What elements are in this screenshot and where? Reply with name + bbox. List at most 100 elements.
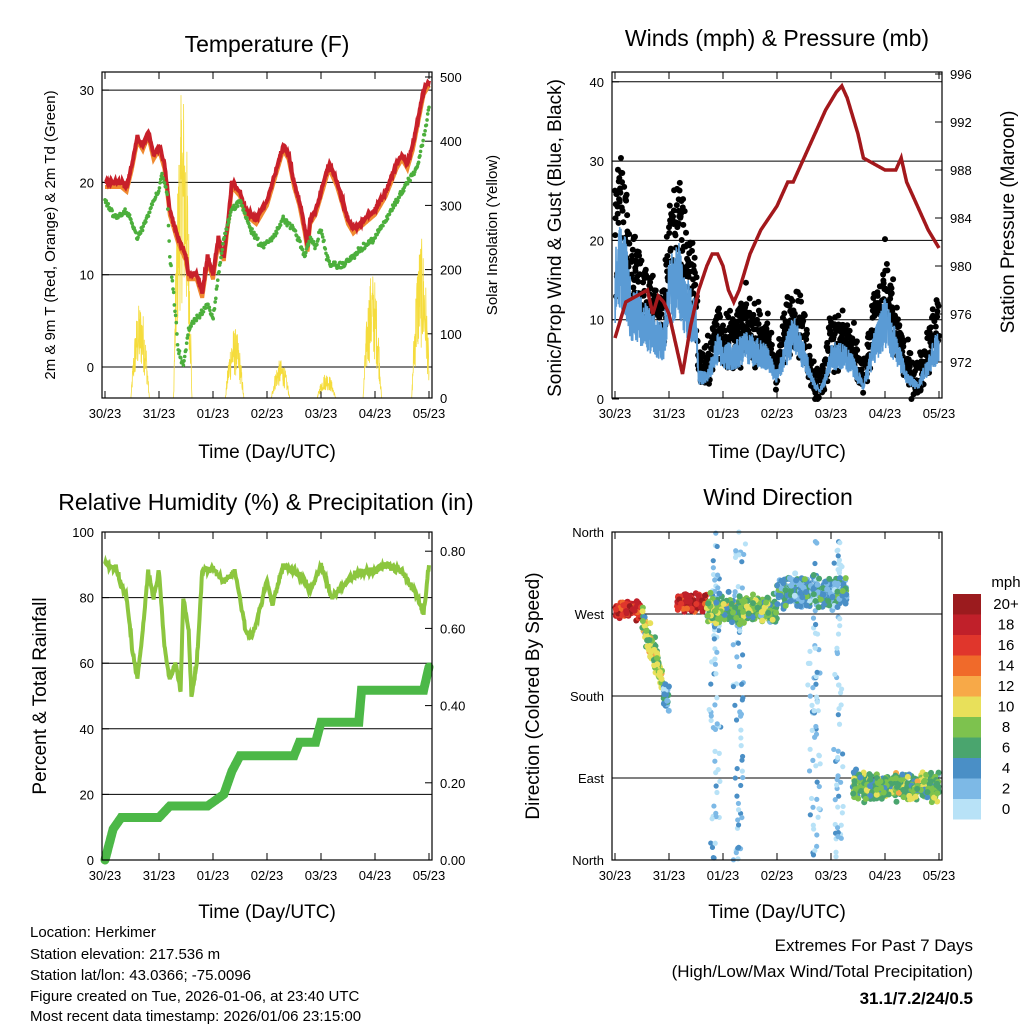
direction-point [730, 609, 737, 616]
gust-point [630, 284, 637, 291]
direction-point [737, 628, 743, 634]
direction-point [735, 856, 741, 862]
direction-point [735, 640, 741, 646]
direction-point [837, 616, 843, 622]
dewpoint-point [278, 223, 283, 227]
direction-point [850, 769, 857, 776]
direction-point [836, 706, 842, 712]
legend-label: 18 [998, 617, 1015, 634]
gust-point [803, 330, 810, 337]
gust-point [615, 219, 622, 226]
direction-point [812, 645, 818, 651]
direction-point [803, 602, 810, 609]
temperature-2m-line [104, 78, 431, 294]
dewpoint-point [147, 210, 152, 215]
dewpoint-point [129, 217, 133, 222]
gust-point [798, 298, 805, 305]
gust-point [755, 298, 762, 305]
direction-point [738, 782, 744, 789]
y-right-tick-label: 0.60 [440, 621, 465, 636]
x-tick-label: 03/23 [305, 868, 338, 883]
direction-point [782, 602, 789, 609]
dewpoint-point [217, 270, 221, 274]
dewpoint-point [130, 221, 135, 226]
dewpoint-point [311, 239, 316, 244]
x-tick-label: 31/23 [653, 406, 686, 421]
gust-point [676, 179, 683, 186]
legend-swatch [953, 758, 981, 779]
direction-point [934, 780, 941, 787]
dewpoint-point [171, 287, 175, 291]
direction-point [733, 614, 740, 621]
direction-point [738, 727, 744, 733]
y-right-tick-label: 984 [950, 211, 972, 226]
direction-point [791, 592, 798, 599]
gust-point [888, 285, 895, 292]
wind-direction-ylabel: Direction (Colored By Speed) [523, 572, 544, 819]
dewpoint-point [261, 245, 266, 250]
dewpoint-point [298, 239, 302, 244]
direction-point [894, 783, 901, 790]
dewpoint-point [179, 356, 183, 360]
dewpoint-point [168, 254, 172, 259]
direction-point [664, 697, 671, 704]
x-tick-label: 30/23 [89, 868, 122, 883]
direction-point [612, 606, 619, 613]
direction-point [833, 849, 839, 855]
legend-title: mph [991, 574, 1020, 591]
direction-point [631, 607, 638, 614]
dewpoint-point [241, 207, 246, 211]
gust-point [824, 339, 831, 346]
y-tick-label: 20 [80, 787, 94, 802]
gust-point [835, 312, 842, 319]
gust-point [791, 310, 798, 317]
direction-point [867, 776, 874, 783]
humidity-ylabel: Percent & Total Rainfall [30, 597, 51, 794]
dewpoint-point [352, 256, 357, 260]
direction-point [712, 758, 718, 764]
dewpoint-point [320, 232, 324, 236]
direction-point [654, 661, 661, 668]
direction-point [835, 748, 841, 754]
y-tick-label: North [572, 525, 604, 540]
direction-point [714, 695, 720, 701]
dewpoint-point [207, 305, 212, 310]
gust-point [717, 313, 724, 320]
direction-point [763, 599, 770, 606]
gust-point [850, 319, 857, 326]
direction-point [893, 798, 900, 805]
legend-label: 20+ [993, 596, 1019, 613]
direction-point [788, 582, 795, 589]
x-tick-label: 30/23 [89, 406, 122, 421]
dewpoint-point [167, 239, 171, 243]
dewpoint-point [210, 312, 214, 317]
dewpoint-point [136, 235, 140, 240]
gust-point [672, 232, 679, 239]
direction-point [812, 734, 818, 740]
x-tick-label: 03/23 [815, 868, 848, 883]
gust-point [666, 230, 673, 237]
direction-point [815, 708, 821, 714]
gust-point [691, 254, 698, 261]
winds-title: Winds (mph) & Pressure (mb) [625, 25, 929, 51]
dewpoint-point [274, 231, 279, 235]
humidity-title: Relative Humidity (%) & Precipitation (i… [58, 489, 473, 515]
dewpoint-point [162, 181, 167, 185]
direction-point [797, 603, 804, 610]
location-text: Location: Herkimer [30, 924, 156, 941]
gust-point [810, 358, 817, 365]
direction-point [837, 623, 843, 629]
dewpoint-point [184, 348, 188, 352]
dewpoint-point [184, 341, 189, 345]
gust-point [880, 280, 887, 287]
dewpoint-point [213, 300, 217, 304]
gust-point [789, 297, 796, 304]
dewpoint-point [391, 206, 396, 210]
direction-point [711, 636, 717, 642]
direction-point [826, 575, 833, 582]
gust-point [681, 208, 688, 215]
dewpoint-point [323, 247, 328, 251]
extremes-title: Extremes For Past 7 Days [775, 936, 973, 955]
dewpoint-point [169, 263, 173, 268]
direction-point [857, 774, 864, 781]
